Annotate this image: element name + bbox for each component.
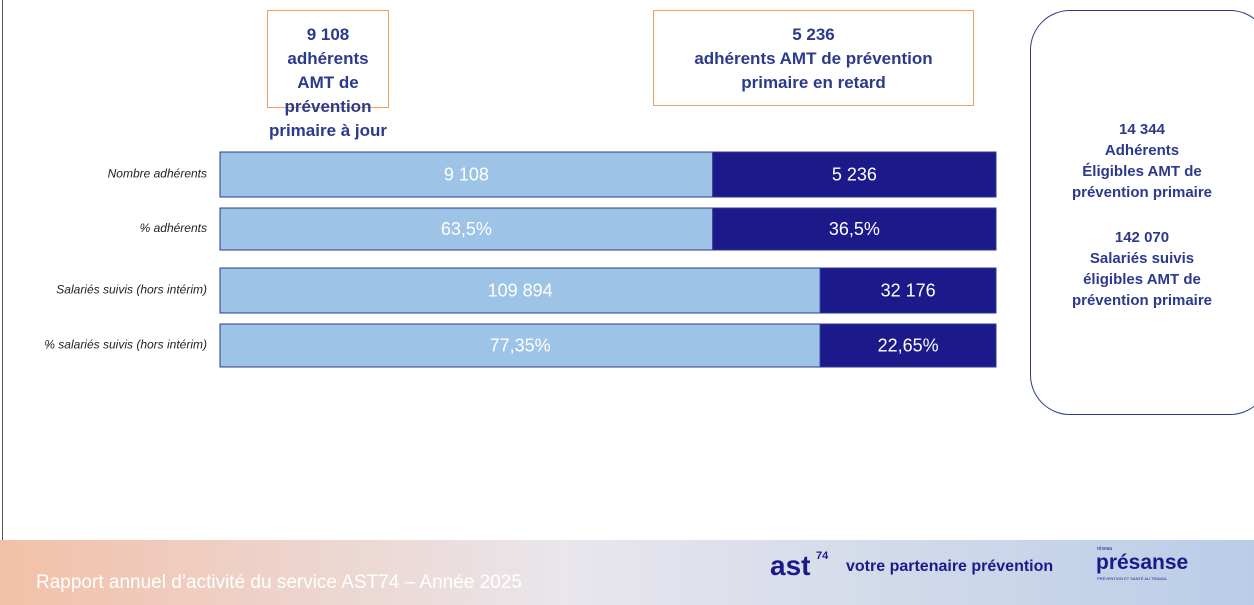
bar-segment — [819, 323, 997, 368]
side-line: Salariés suivis — [1089, 250, 1195, 267]
partner: présanse — [1096, 551, 1189, 574]
side-line: prévention primaire — [1071, 184, 1213, 201]
value-label: 109 894 — [488, 280, 553, 300]
partner-sub: PRÉVENTION ET SANTÉ AU TRAVAIL — [1097, 576, 1168, 581]
value-label: 36,5% — [829, 219, 880, 239]
value-label: 63,5% — [441, 219, 492, 239]
row-label: % adhérents — [140, 221, 207, 235]
row-label: % salariés suivis (hors intérim) — [44, 338, 207, 352]
side-line: Adhérents — [1104, 142, 1180, 159]
side-group: 14 344 Adhérents Éligibles AMT de préventio… — [1031, 119, 1253, 203]
side-line: 14 344 — [1119, 121, 1165, 138]
side-line: prévention primaire — [1071, 292, 1213, 309]
bar-segment — [712, 151, 997, 198]
box-line: 9 108 — [306, 25, 350, 44]
footer: Rapport annuel d’activité du service AST… — [0, 540, 1254, 605]
box-line: adhérents AMT de — [287, 49, 369, 92]
footer-text: Rapport annuel d’activité du service AST… — [36, 572, 522, 593]
logo: ast — [770, 550, 811, 581]
chart: Nombre adhérents 9 108 5 236 % adhérents 63,… — [44, 151, 997, 368]
bar-segment — [219, 323, 821, 368]
left-border — [2, 0, 3, 540]
row-label: Nombre adhérents — [108, 167, 207, 181]
box-line: prévention primaire à jour — [268, 97, 388, 140]
partner-small: réseau — [1097, 546, 1113, 552]
box-line: adhérents AMT de prévention — [694, 49, 933, 68]
box-line: primaire en retard — [741, 73, 886, 92]
box-up-to-date: 9 108 adhérents AMT de prévention primaire… — [267, 10, 389, 140]
side-line: éligibles AMT de — [1083, 271, 1201, 288]
bar-segment — [219, 151, 714, 198]
tagline: votre partenaire prévention — [846, 558, 1054, 575]
bar-segment — [712, 207, 997, 251]
value-label: 77,35% — [490, 335, 551, 355]
box-late: 5 236 adhérents AMT de prévention primaire… — [653, 10, 974, 106]
row-label: Salariés suivis (hors intérim) — [56, 283, 207, 297]
value-label: 9 108 — [444, 164, 489, 184]
box-line: 5 236 — [792, 25, 835, 44]
value-label: 22,65% — [878, 335, 939, 355]
value-label: 32 176 — [881, 280, 936, 300]
bar-segment — [219, 267, 821, 314]
side-panel: 14 344 Adhérents Éligibles AMT de préventio… — [1030, 10, 1254, 415]
value-label: 5 236 — [832, 164, 877, 184]
side-line: 142 070 — [1114, 229, 1170, 246]
logo-sup: 74 — [816, 550, 829, 562]
side-group: 142 070 Salariés suivis éligibles AMT de pr… — [1031, 227, 1253, 311]
side-line: Éligibles AMT de — [1082, 163, 1202, 180]
bar-segment — [819, 267, 997, 314]
